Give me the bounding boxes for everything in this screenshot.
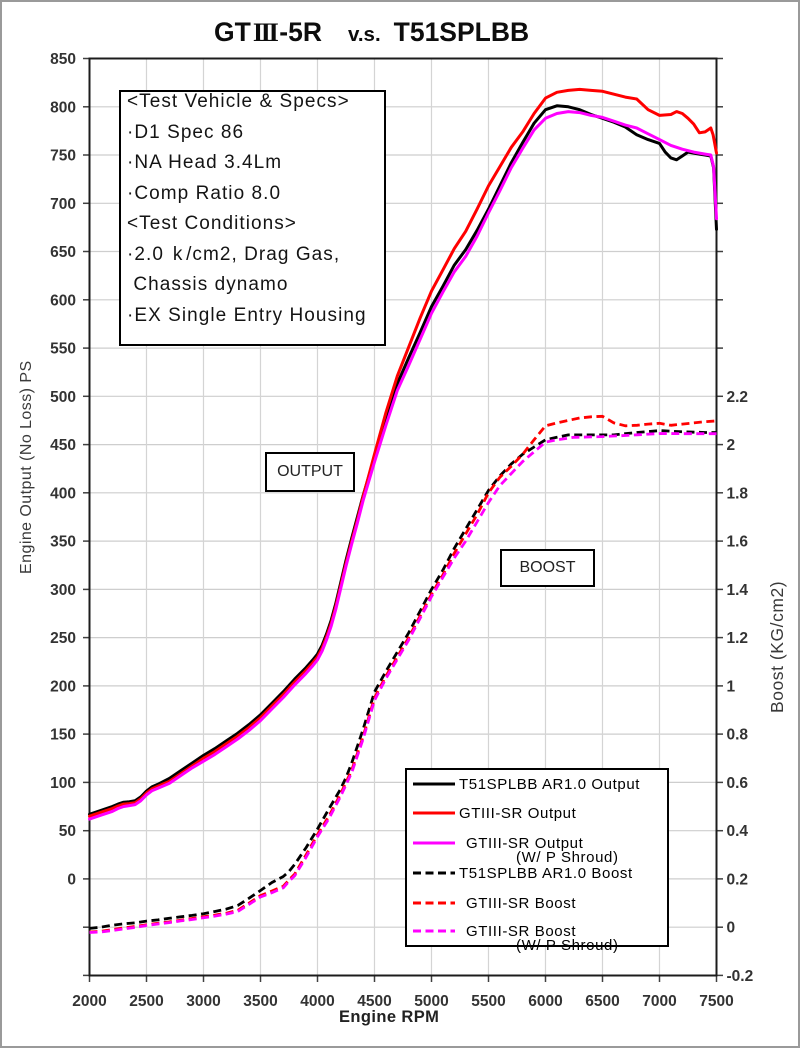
svg-text:0: 0 (727, 920, 736, 937)
svg-text:500: 500 (50, 389, 76, 406)
svg-text:750: 750 (50, 148, 76, 165)
svg-text:200: 200 (50, 678, 76, 695)
svg-text:350: 350 (50, 534, 76, 551)
svg-text:400: 400 (50, 485, 76, 502)
svg-text:0.6: 0.6 (727, 775, 749, 792)
svg-text:550: 550 (50, 341, 76, 358)
svg-text:2000: 2000 (72, 993, 106, 1010)
svg-text:100: 100 (50, 775, 76, 792)
svg-text:650: 650 (50, 244, 76, 261)
svg-text:0.4: 0.4 (727, 823, 749, 840)
svg-text:4000: 4000 (300, 993, 334, 1010)
svg-text:0: 0 (67, 871, 76, 888)
svg-text:1.2: 1.2 (727, 630, 749, 647)
svg-text:1.6: 1.6 (727, 534, 749, 551)
svg-text:2500: 2500 (129, 993, 163, 1010)
svg-text:3000: 3000 (186, 993, 220, 1010)
svg-text:5500: 5500 (471, 993, 505, 1010)
svg-text:450: 450 (50, 437, 76, 454)
svg-text:700: 700 (50, 196, 76, 213)
svg-text:1: 1 (727, 678, 736, 695)
svg-text:6000: 6000 (528, 993, 562, 1010)
svg-text:150: 150 (50, 727, 76, 744)
svg-text:0.8: 0.8 (727, 727, 749, 744)
svg-text:7000: 7000 (642, 993, 676, 1010)
svg-text:1.4: 1.4 (727, 582, 749, 599)
svg-text:6500: 6500 (585, 993, 619, 1010)
svg-text:850: 850 (50, 51, 76, 68)
svg-text:-0.2: -0.2 (727, 968, 754, 985)
svg-text:3500: 3500 (243, 993, 277, 1010)
svg-text:7500: 7500 (699, 993, 733, 1010)
svg-text:600: 600 (50, 292, 76, 309)
svg-text:50: 50 (59, 823, 76, 840)
svg-text:5000: 5000 (414, 993, 448, 1010)
svg-text:800: 800 (50, 99, 76, 116)
svg-text:1.8: 1.8 (727, 485, 749, 502)
svg-text:0.2: 0.2 (727, 871, 749, 888)
svg-text:2: 2 (727, 437, 736, 454)
svg-text:250: 250 (50, 630, 76, 647)
svg-text:300: 300 (50, 582, 76, 599)
svg-text:2.2: 2.2 (727, 389, 749, 406)
svg-text:4500: 4500 (357, 993, 391, 1010)
